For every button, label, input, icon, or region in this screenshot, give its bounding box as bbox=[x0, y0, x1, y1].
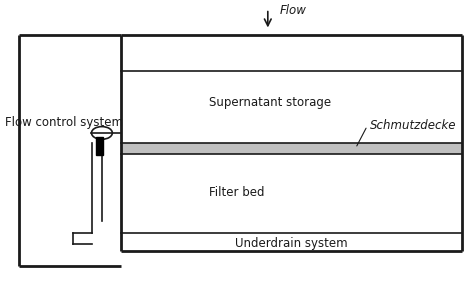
Bar bbox=[121, 143, 462, 154]
Bar bbox=[96, 137, 103, 155]
Text: Flow: Flow bbox=[280, 4, 307, 16]
Text: Schmutzdecke: Schmutzdecke bbox=[370, 119, 456, 132]
Text: Flow control system: Flow control system bbox=[5, 116, 123, 129]
Text: Filter bed: Filter bed bbox=[209, 186, 265, 199]
Text: Underdrain system: Underdrain system bbox=[235, 237, 348, 250]
Text: Supernatant storage: Supernatant storage bbox=[209, 96, 331, 109]
